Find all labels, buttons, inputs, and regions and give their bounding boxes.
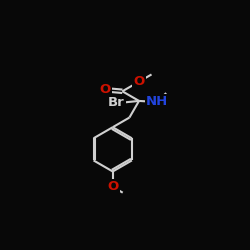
Text: NH: NH (146, 96, 169, 108)
Text: O: O (100, 83, 111, 96)
Text: Br: Br (108, 96, 124, 109)
Text: O: O (107, 180, 118, 194)
Text: O: O (134, 75, 145, 88)
